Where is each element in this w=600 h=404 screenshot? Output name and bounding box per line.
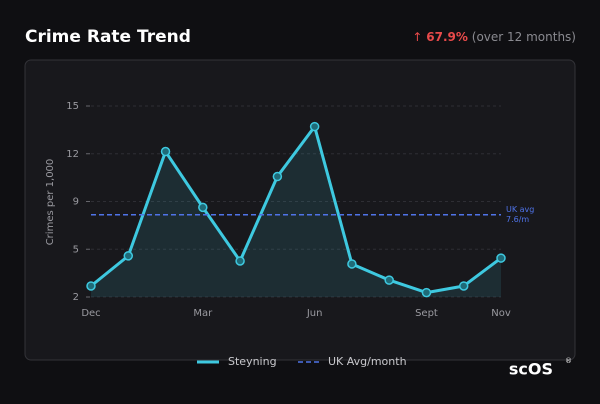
y-tick-label: 15 [66, 101, 79, 112]
change-arrow: ↑ [412, 30, 422, 44]
change-value: 67.9% [426, 30, 468, 44]
logo-mark: ® [565, 357, 572, 365]
reference-label: UK avg [506, 205, 534, 214]
logo: scOS [509, 360, 553, 379]
point [421, 287, 432, 298]
point [86, 281, 96, 291]
point [347, 259, 357, 269]
reference-label: 7.6/m [506, 215, 529, 224]
title: Crime Rate Trend [25, 27, 191, 47]
x-tick-label: Jun [306, 308, 323, 319]
point [309, 121, 320, 132]
point [272, 171, 283, 182]
x-tick-label: Sept [415, 308, 438, 319]
legend-label: UK Avg/month [328, 355, 407, 368]
change-summary: ↑ 67.9% (over 12 months) [412, 30, 576, 44]
series-line [90, 125, 502, 295]
y-tick-label: 2 [73, 292, 79, 303]
y-axis-label: Crimes per 1,000 [45, 159, 56, 246]
y-tick-label: 12 [66, 149, 79, 160]
point [198, 202, 208, 213]
point [235, 256, 245, 266]
change-note: (over 12 months) [472, 30, 576, 44]
point [458, 281, 469, 291]
x-tick-label: Nov [491, 308, 511, 319]
card [24, 59, 576, 361]
point [123, 251, 134, 261]
y-tick-label: 9 [73, 197, 79, 208]
legend: Steyning UK Avg/month [197, 355, 407, 368]
area [91, 126, 501, 297]
point [384, 275, 394, 285]
x-tick-label: Mar [193, 308, 213, 319]
point [160, 146, 171, 157]
legend-label: Steyning [228, 355, 277, 368]
y-tick-label: 5 [73, 244, 79, 255]
point [496, 253, 506, 263]
x-tick-label: Dec [81, 308, 100, 319]
